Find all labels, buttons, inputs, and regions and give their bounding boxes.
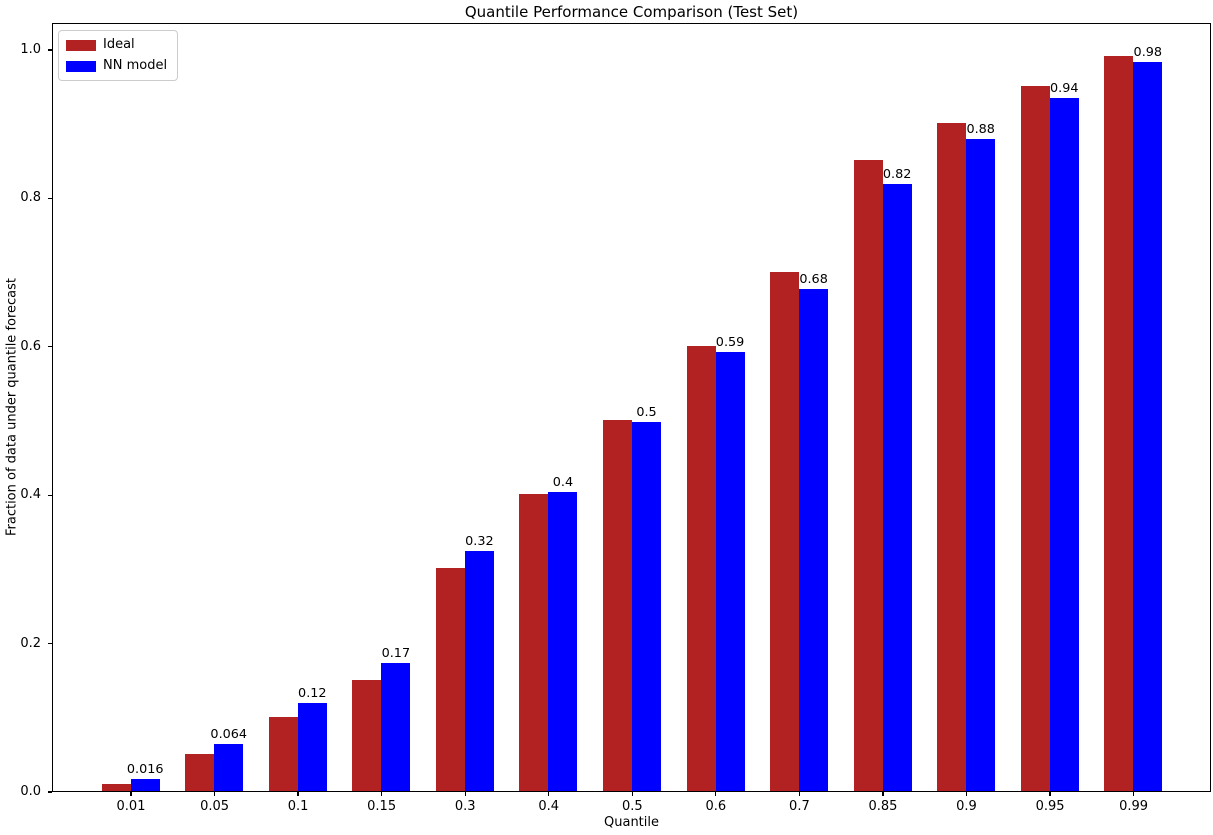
legend-label: NN model [103,58,168,73]
ideal-bar [101,783,131,791]
x-tick-label: 0.4 [538,799,560,814]
nn-model-bar [966,138,996,791]
legend-item: NN model [66,58,167,74]
ideal-bar [519,494,549,791]
ideal-bar [686,345,716,791]
y-tick-label: 0.0 [20,784,41,799]
x-tick-label: 0.3 [454,799,476,814]
ideal-bar [185,753,215,791]
bar-value-label: 0.94 [1050,80,1079,96]
bar-value-label: 0.59 [715,334,745,350]
nn-model-bar [381,663,411,791]
y-tick-mark [48,791,52,793]
chart-title: Quantile Performance Comparison (Test Se… [464,3,799,21]
y-tick-label: 0.4 [20,487,41,503]
y-tick-label: 0.8 [20,190,41,206]
legend-swatch-icon [66,60,96,72]
y-tick-label: 0.2 [20,635,41,651]
x-tick-label: 0.5 [621,799,643,814]
x-tick-label: 0.1 [287,799,309,814]
ideal-bar [352,679,382,791]
x-tick-label: 0.15 [367,799,397,814]
ideal-bar [603,420,632,791]
ideal-bar [937,123,967,791]
ideal-bar [770,271,800,791]
x-tick-label: 0.6 [705,799,727,814]
x-tick-mark [631,792,633,796]
x-tick-mark [130,792,132,796]
x-tick-mark [1049,792,1051,796]
plot-area: Ideal NN model 0.016 0.064 0.12 0.17 0.32 0.4 0… [52,23,1211,792]
bar-value-label: 0.88 [966,121,995,137]
x-tick-label: 0.85 [868,799,898,814]
ideal-bar [853,160,883,791]
y-tick-mark [48,197,52,200]
ideal-bar [1020,86,1050,791]
x-tick-mark [464,792,466,796]
x-tick-mark [882,792,884,796]
bar-value-label: 0.016 [126,762,164,778]
nn-model-bar [632,422,661,791]
ideal-bar [435,568,465,791]
legend-label: Ideal [103,37,135,52]
bar-value-label: 0.32 [465,534,494,550]
bar-value-label: 0.12 [298,686,327,702]
bar-value-label: 0.17 [381,646,411,662]
x-tick-mark [297,792,299,796]
legend-swatch-icon [66,39,96,51]
bar-value-label: 0.5 [636,405,657,421]
nn-model-bar [297,703,327,791]
y-tick-mark [48,49,52,51]
x-tick-mark [798,792,801,796]
x-tick-label: 0.9 [956,799,977,814]
x-tick-mark [965,792,968,796]
nn-model-bar [1133,62,1163,791]
nn-model-bar [464,551,494,791]
ideal-bar [1104,56,1134,791]
nn-model-bar [548,491,578,791]
y-tick-mark [48,346,52,348]
x-tick-label: 0.05 [200,799,230,814]
nn-model-bar [1049,97,1079,791]
x-tick-label: 0.7 [789,799,810,814]
legend-item: Ideal [66,37,167,53]
bar-value-label: 0.064 [210,726,248,742]
nn-model-bar [130,779,160,791]
y-tick-label: 0.6 [20,338,41,354]
x-tick-mark [548,792,550,796]
x-tick-mark [715,792,717,796]
bar-value-label: 0.98 [1133,45,1163,61]
nn-model-bar [799,289,829,791]
ideal-bar [268,716,298,791]
x-tick-mark [381,792,383,796]
bar-value-label: 0.82 [882,167,912,183]
x-tick-label: 0.99 [1119,799,1149,814]
y-tick-mark [48,494,52,496]
y-tick-mark [48,642,52,645]
x-tick-label: 0.95 [1035,799,1065,814]
legend: Ideal NN model [58,30,179,81]
x-axis-title: Quantile [604,815,659,830]
nn-model-bar [882,184,912,791]
nn-model-bar [715,351,745,791]
x-tick-mark [213,792,216,796]
nn-model-bar [214,743,244,791]
x-tick-mark [1132,792,1135,796]
bar-value-label: 0.68 [799,272,828,288]
y-tick-label: 1.0 [20,42,41,57]
x-tick-label: 0.01 [116,799,146,814]
bar-value-label: 0.4 [552,474,574,490]
